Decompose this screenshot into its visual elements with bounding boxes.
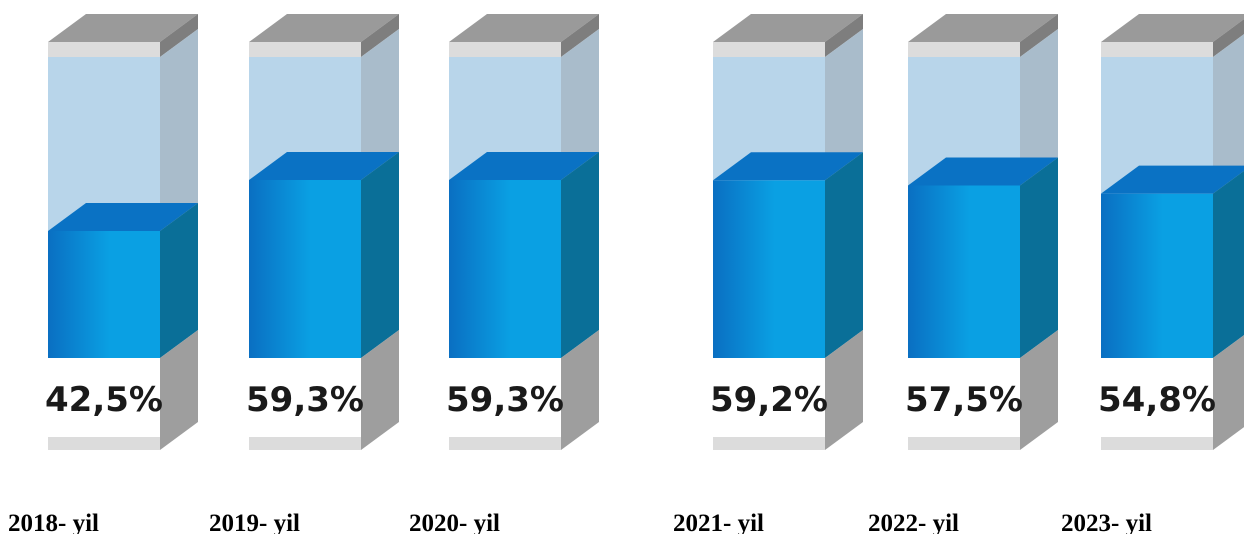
bar-label-block — [713, 358, 825, 437]
bar-4: 59,2% 2021- yil — [673, 14, 863, 534]
x-tick-label: 2022- yil — [868, 510, 959, 534]
bar-value-label: 42,5% — [45, 380, 163, 420]
bar-glass-side — [561, 29, 599, 180]
bar-value-top — [908, 157, 1058, 186]
bar-top-cap-face — [449, 42, 561, 57]
x-tick-label: 2019- yil — [209, 510, 300, 534]
bar-top-cap-face — [908, 42, 1020, 57]
bar-5: 57,5% 2022- yil — [868, 14, 1058, 534]
bar-top-cap — [449, 14, 599, 42]
bar-value-label: 57,5% — [905, 380, 1023, 420]
bar-foot — [249, 437, 361, 450]
bar-top-cap-face — [713, 42, 825, 57]
bar-glass-side — [825, 29, 863, 181]
bar-value — [1101, 193, 1213, 358]
bar-top-cap-face — [249, 42, 361, 57]
bar-value-top — [713, 152, 863, 181]
bar-value-label: 54,8% — [1098, 380, 1216, 420]
bar-1: 42,5% 2018- yil — [8, 14, 198, 534]
bar-value-label: 59,2% — [710, 380, 828, 420]
bar-value — [249, 180, 361, 358]
x-tick-label: 2018- yil — [8, 510, 99, 534]
bar-base-side — [1213, 335, 1244, 450]
bar-value-side — [1020, 157, 1058, 358]
bar-label-block — [908, 358, 1020, 437]
x-tick-label: 2020- yil — [409, 510, 500, 534]
bar-value-top — [449, 152, 599, 180]
bar-foot — [1101, 437, 1213, 450]
bar-base-side — [361, 330, 399, 450]
bar-glass-side — [160, 29, 198, 231]
bar-value-side — [1213, 170, 1244, 358]
bar-top-cap-side — [825, 14, 863, 57]
bar-value-side — [160, 203, 198, 358]
bar-top-cap-side — [361, 14, 399, 57]
x-tick-label: 2021- yil — [673, 510, 764, 534]
bar-2: 59,3% 2019- yil — [209, 14, 399, 534]
bar-glass-side — [1213, 34, 1244, 194]
bar-foot — [48, 437, 160, 450]
bar-label-block — [48, 358, 160, 437]
bar-value-top — [249, 152, 399, 180]
bar-value-top — [1101, 165, 1244, 194]
bar-base-side — [825, 330, 863, 450]
bar-top-cap — [908, 14, 1058, 42]
x-tick-label: 2023- yil — [1061, 510, 1152, 534]
bar-base-side — [160, 330, 198, 450]
bar-label-block — [249, 358, 361, 437]
bar-value — [908, 185, 1020, 358]
bar-top-cap-side — [1020, 14, 1058, 57]
bar-top-cap-face — [48, 42, 160, 57]
bar-value-side — [561, 152, 599, 358]
bar-base-side — [1020, 330, 1058, 450]
bar-value — [48, 231, 160, 358]
bar-6: 54,8% 2023- yil — [1061, 14, 1244, 534]
bar-top-cap-side — [1213, 19, 1244, 57]
bar-value-label: 59,3% — [446, 380, 564, 420]
bar-top-cap-side — [160, 14, 198, 57]
bar-top-cap — [713, 14, 863, 42]
bar-3: 59,3% 2020- yil — [409, 14, 599, 534]
bar-top-cap-side — [561, 14, 599, 57]
bar-glass-side — [361, 29, 399, 180]
bar-label-block — [1101, 358, 1213, 437]
bar-base-side — [561, 330, 599, 450]
bar-value-label: 59,3% — [246, 380, 364, 420]
bar-top-cap — [249, 14, 399, 42]
bar-foot — [449, 437, 561, 450]
bar-value-side — [361, 152, 399, 358]
bar-top-cap-face — [1101, 42, 1213, 57]
bar-glass-side — [1020, 29, 1058, 186]
bar-label-block — [449, 358, 561, 437]
bar-value-top — [48, 203, 198, 231]
bar-value-side — [825, 152, 863, 358]
bar-value — [449, 180, 561, 358]
bar-top-cap — [1101, 14, 1244, 42]
bar-foot — [713, 437, 825, 450]
bar-foot — [908, 437, 1020, 450]
bar-glass — [48, 57, 160, 231]
bar-value — [713, 180, 825, 358]
bar-top-cap — [48, 14, 198, 42]
